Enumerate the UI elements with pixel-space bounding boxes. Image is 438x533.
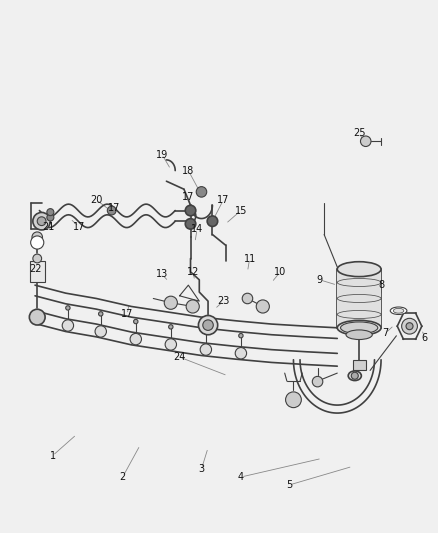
Circle shape	[312, 376, 323, 387]
Text: 19: 19	[156, 150, 168, 159]
Bar	[337, 269, 381, 328]
Text: 11: 11	[244, 254, 256, 263]
Text: 4: 4	[238, 472, 244, 482]
Text: 17: 17	[73, 222, 85, 231]
Circle shape	[66, 306, 70, 310]
Circle shape	[99, 312, 103, 316]
Ellipse shape	[337, 320, 381, 335]
Circle shape	[47, 214, 54, 221]
Circle shape	[203, 320, 213, 330]
Circle shape	[286, 392, 301, 408]
Ellipse shape	[340, 322, 378, 334]
Ellipse shape	[390, 307, 407, 314]
Text: 3: 3	[198, 464, 205, 474]
Text: 14: 14	[191, 224, 203, 234]
Text: 17: 17	[108, 203, 120, 213]
Text: 13: 13	[156, 270, 168, 279]
Text: 20: 20	[90, 195, 102, 205]
Text: 15: 15	[235, 206, 247, 215]
Ellipse shape	[348, 371, 361, 381]
Circle shape	[165, 339, 177, 350]
Circle shape	[62, 320, 74, 331]
Circle shape	[32, 232, 42, 243]
Text: 22: 22	[29, 264, 41, 274]
Circle shape	[196, 187, 207, 197]
Text: 2: 2	[120, 472, 126, 482]
Text: 6: 6	[422, 334, 428, 343]
Text: 25: 25	[353, 128, 365, 138]
Circle shape	[207, 216, 218, 227]
Text: 17: 17	[182, 192, 194, 202]
Circle shape	[351, 372, 358, 379]
Circle shape	[164, 296, 177, 309]
Circle shape	[169, 325, 173, 329]
Circle shape	[406, 322, 413, 330]
Text: 7: 7	[382, 328, 389, 338]
Text: 24: 24	[173, 352, 186, 362]
Text: 10: 10	[274, 267, 286, 277]
Circle shape	[239, 334, 243, 338]
Circle shape	[33, 213, 50, 230]
Circle shape	[29, 309, 45, 325]
Circle shape	[134, 319, 138, 324]
Ellipse shape	[393, 308, 404, 313]
Circle shape	[402, 318, 417, 334]
Circle shape	[360, 136, 371, 147]
Text: 17: 17	[217, 195, 230, 205]
Bar	[30, 261, 45, 282]
Text: 8: 8	[378, 280, 384, 290]
Circle shape	[33, 254, 42, 263]
Circle shape	[200, 344, 212, 356]
Text: 1: 1	[49, 451, 56, 461]
Circle shape	[186, 300, 199, 313]
Circle shape	[235, 348, 247, 359]
Ellipse shape	[346, 330, 372, 340]
Circle shape	[130, 334, 141, 345]
Text: 9: 9	[317, 275, 323, 285]
Text: 23: 23	[217, 296, 230, 306]
Circle shape	[37, 217, 46, 225]
Ellipse shape	[337, 262, 381, 277]
Circle shape	[204, 330, 208, 334]
Circle shape	[185, 219, 196, 229]
Text: 17: 17	[121, 310, 133, 319]
Text: 21: 21	[42, 222, 54, 231]
Circle shape	[107, 206, 116, 215]
Circle shape	[47, 208, 54, 216]
Circle shape	[95, 326, 106, 337]
Circle shape	[185, 205, 196, 216]
Text: 18: 18	[182, 166, 194, 175]
Circle shape	[256, 300, 269, 313]
Circle shape	[31, 236, 44, 249]
Text: 5: 5	[286, 480, 292, 490]
Circle shape	[198, 316, 218, 335]
Text: 12: 12	[187, 267, 199, 277]
Bar	[353, 360, 366, 370]
Circle shape	[242, 293, 253, 304]
